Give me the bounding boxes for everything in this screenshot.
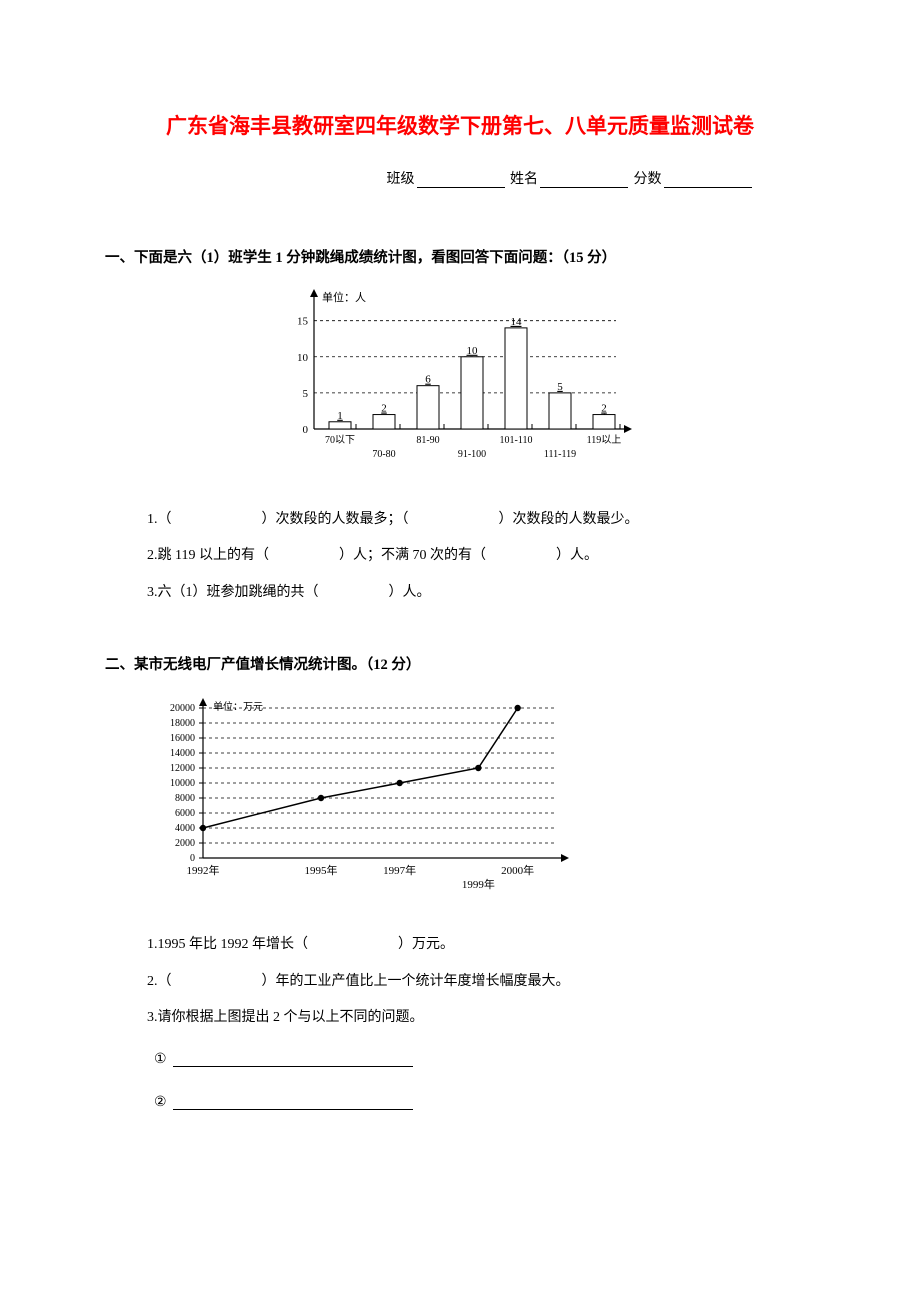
svg-text:101-110: 101-110 — [500, 435, 533, 446]
s2-q3: 3.请你根据上图提出 2 个与以上不同的问题。 — [105, 1000, 815, 1036]
svg-text:0: 0 — [190, 853, 195, 864]
s1q2a: 2.跳 119 以上的有（ — [147, 548, 269, 563]
svg-text:14: 14 — [511, 316, 523, 328]
svg-text:119以上: 119以上 — [587, 434, 622, 446]
svg-text:1992年: 1992年 — [187, 863, 220, 877]
svg-text:91-100: 91-100 — [458, 449, 486, 460]
svg-text:6000: 6000 — [175, 808, 195, 819]
svg-text:12000: 12000 — [170, 763, 195, 774]
s1-q1: 1.（ ）次数段的人数最多；（ ）次数段的人数最少。 — [105, 502, 815, 538]
class-blank[interactable] — [417, 174, 505, 188]
svg-text:单位：万元: 单位：万元 — [213, 700, 263, 713]
s2q1b: ）万元。 — [398, 937, 454, 952]
svg-text:10: 10 — [297, 352, 309, 364]
line-chart-svg: 0 2000 4000 6000 8000 10000 12000 14000 16000 180… — [147, 692, 577, 902]
svg-text:70-80: 70-80 — [372, 449, 395, 460]
svg-text:15: 15 — [297, 316, 309, 328]
s1-q2: 2.跳 119 以上的有（ ）人；不满 70 次的有（ ）人。 — [105, 538, 815, 574]
svg-text:0: 0 — [303, 424, 309, 436]
student-info-line: 班级 姓名 分数 — [105, 168, 815, 188]
s1q3a: 3.六（1）班参加跳绳的共（ — [147, 585, 319, 600]
s2q1a: 1.1995 年比 1992 年增长（ — [147, 937, 308, 952]
svg-text:8000: 8000 — [175, 793, 195, 804]
section2-heading: 二、某市无线电厂产值增长情况统计图。（12 分） — [105, 653, 815, 674]
s2q3a: 3.请你根据上图提出 2 个与以上不同的问题。 — [147, 1010, 424, 1025]
svg-text:18000: 18000 — [170, 718, 195, 729]
svg-text:10000: 10000 — [170, 778, 195, 789]
svg-text:20000: 20000 — [170, 703, 195, 714]
svg-text:1997年: 1997年 — [383, 863, 416, 877]
s2-q2: 2.（ ）年的工业产值比上一个统计年度增长幅度最大。 — [105, 964, 815, 1000]
svg-text:2: 2 — [601, 403, 607, 415]
svg-text:4000: 4000 — [175, 823, 195, 834]
s2a2-label: ② — [154, 1095, 167, 1110]
s1q3b: ）人。 — [389, 585, 431, 600]
svg-text:14000: 14000 — [170, 748, 195, 759]
svg-text:1995年: 1995年 — [305, 863, 338, 877]
s1q2b: ）人；不满 70 次的有（ — [339, 548, 486, 563]
bar-chart: 510150单位：人次12610145270以下81-90101-110119以… — [105, 285, 815, 480]
s1q1b: ）次数段的人数最多；（ — [262, 512, 409, 527]
bar-chart-svg: 510150单位：人次12610145270以下81-90101-110119以… — [280, 285, 640, 475]
svg-text:2000: 2000 — [175, 838, 195, 849]
s1q1c: ）次数段的人数最少。 — [499, 512, 639, 527]
name-blank[interactable] — [540, 174, 628, 188]
svg-text:10: 10 — [467, 345, 479, 357]
s2a1-label: ① — [154, 1052, 167, 1067]
s2a1-blank[interactable] — [173, 1053, 413, 1067]
svg-text:5: 5 — [303, 388, 309, 400]
s1q2c: ）人。 — [556, 548, 598, 563]
svg-text:2: 2 — [381, 403, 387, 415]
class-label: 班级 — [387, 172, 415, 187]
name-label: 姓名 — [510, 172, 538, 187]
page-title: 广东省海丰县教研室四年级数学下册第七、八单元质量监测试卷 — [105, 110, 815, 140]
svg-text:1999年: 1999年 — [462, 877, 495, 891]
s2q2b: ）年的工业产值比上一个统计年度增长幅度最大。 — [262, 974, 570, 989]
svg-text:6: 6 — [425, 374, 431, 386]
s2q2a: 2.（ — [147, 974, 172, 989]
svg-text:16000: 16000 — [170, 733, 195, 744]
s2-q1: 1.1995 年比 1992 年增长（ ）万元。 — [105, 927, 815, 963]
s2a2-blank[interactable] — [173, 1096, 413, 1110]
svg-text:2000年: 2000年 — [501, 863, 534, 877]
s1q1a: 1.（ — [147, 512, 172, 527]
s2-a1: ① — [105, 1042, 815, 1078]
svg-text:单位：人: 单位：人 — [322, 290, 366, 304]
score-blank[interactable] — [664, 174, 752, 188]
page: 广东省海丰县教研室四年级数学下册第七、八单元质量监测试卷 班级 姓名 分数 一、… — [0, 0, 920, 1181]
s2-a2: ② — [105, 1085, 815, 1121]
svg-text:70以下: 70以下 — [325, 435, 355, 446]
section1-heading: 一、下面是六（1）班学生 1 分钟跳绳成绩统计图，看图回答下面问题：（15 分） — [105, 246, 815, 267]
svg-text:1: 1 — [337, 410, 343, 422]
s1-q3: 3.六（1）班参加跳绳的共（ ）人。 — [105, 575, 815, 611]
svg-text:111-119: 111-119 — [544, 449, 576, 460]
svg-text:5: 5 — [557, 381, 563, 393]
line-chart: 0 2000 4000 6000 8000 10000 12000 14000 16000 180… — [105, 692, 815, 907]
svg-text:81-90: 81-90 — [416, 435, 439, 446]
score-label: 分数 — [634, 172, 662, 187]
